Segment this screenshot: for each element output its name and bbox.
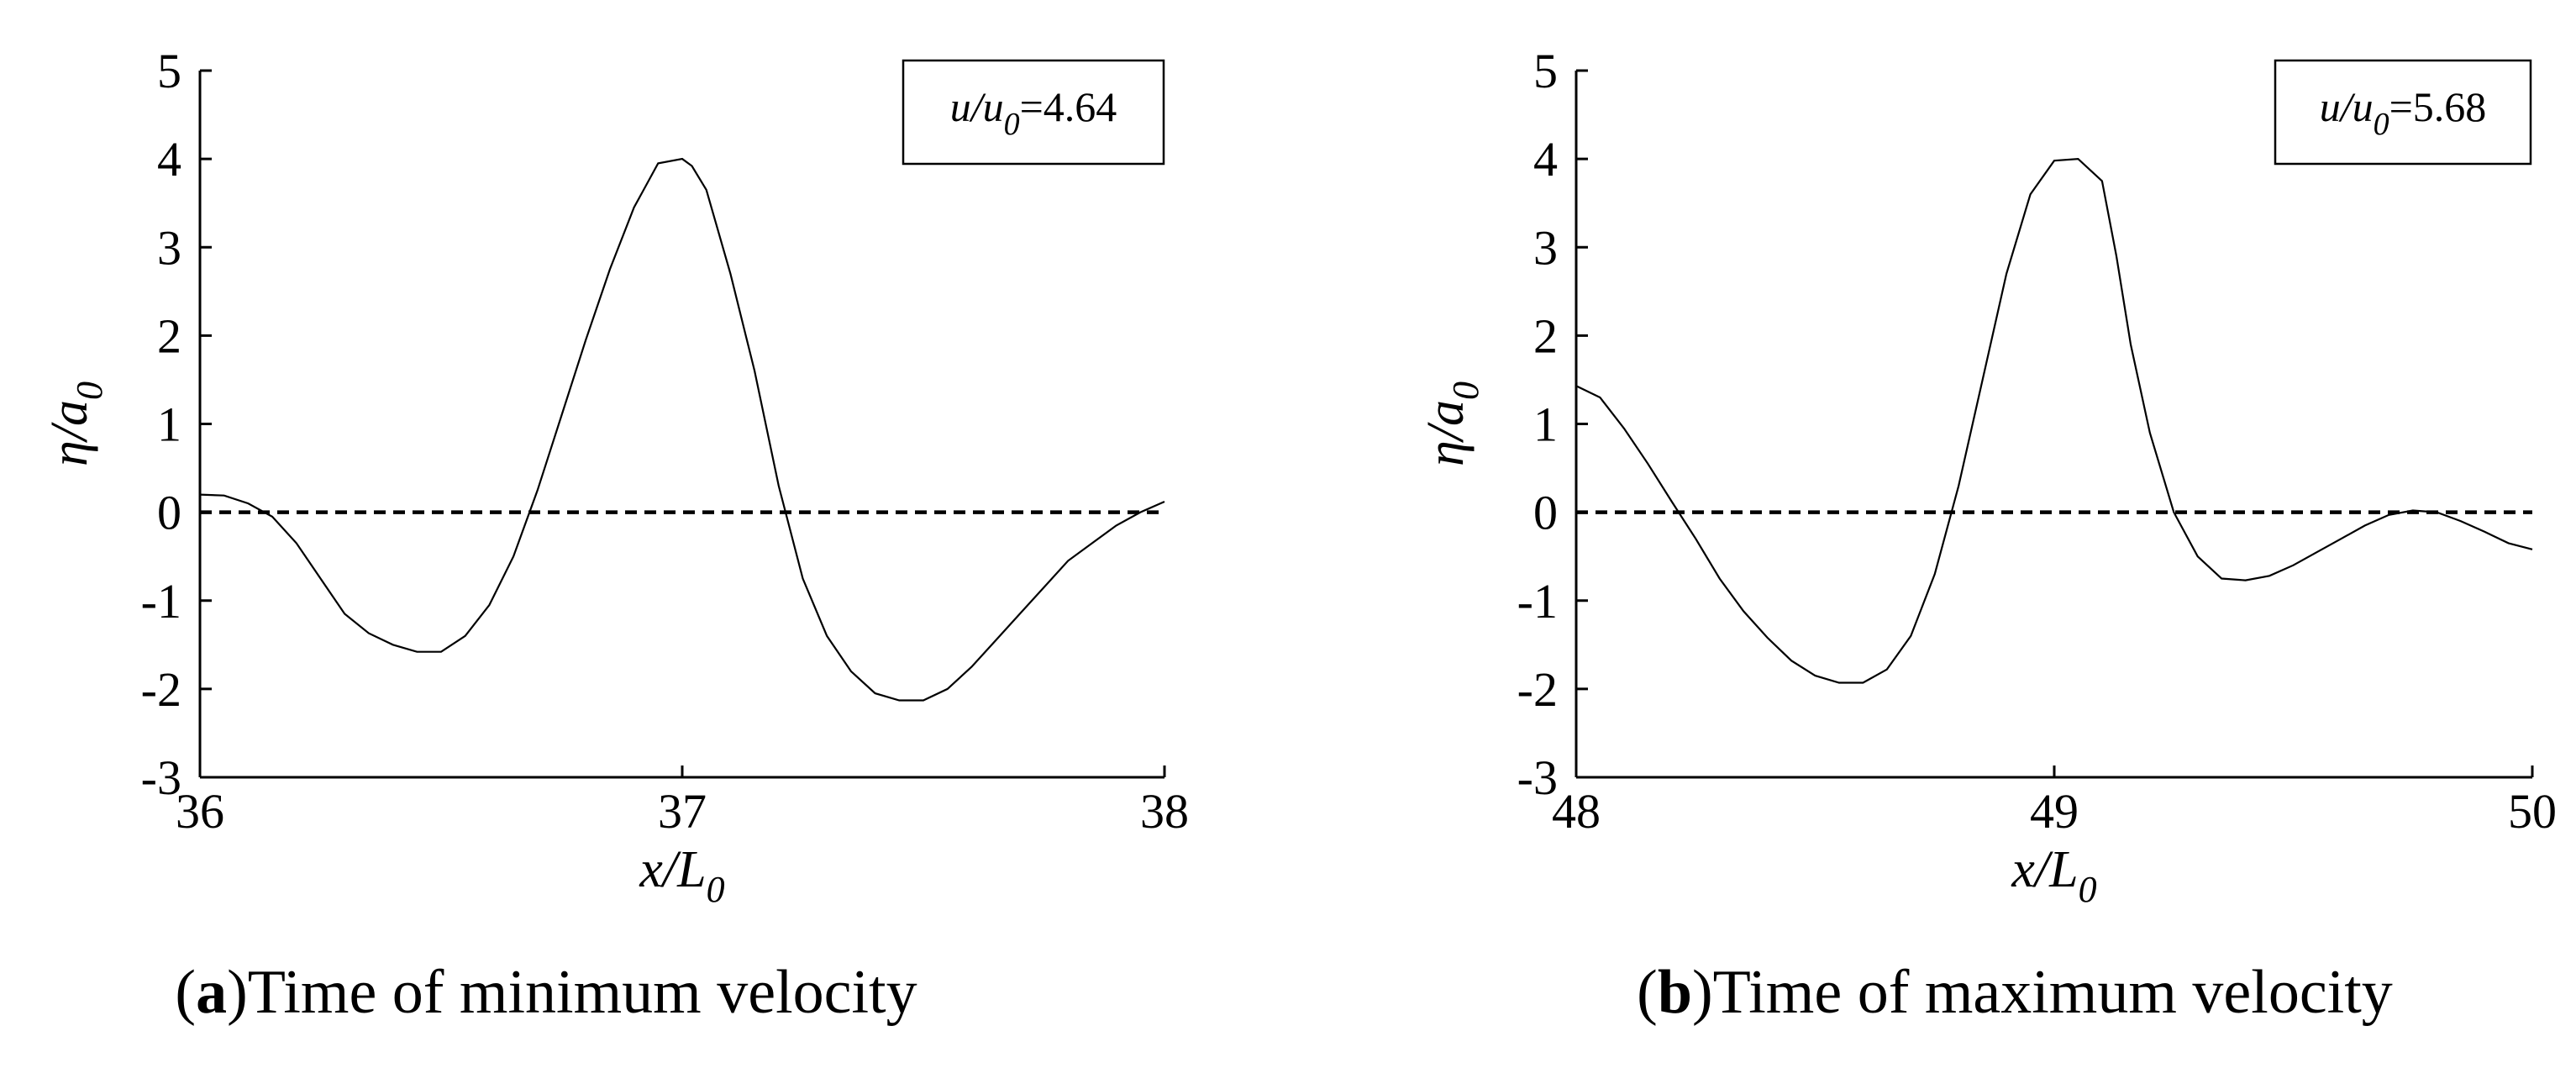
y-tick-label-b: 5	[1533, 44, 1558, 98]
x-tick-label-b: 48	[1552, 784, 1601, 839]
x-tick-label-a: 38	[1140, 784, 1189, 839]
y-tick-label-b: -1	[1517, 574, 1558, 629]
panel-a: (a)Time of minimum velocity -3 -2 -1 0 1 2 3 4 5…	[41, 44, 1189, 1027]
annotation-box-b	[2274, 59, 2532, 166]
annotation-box-a	[902, 59, 1165, 166]
x-tick-label-a: 36	[176, 784, 224, 839]
y-tick-label-b: 4	[1533, 132, 1558, 187]
y-tick-label-a: 0	[157, 486, 181, 540]
caption-b-text: Time of maximum velocity	[1713, 958, 2393, 1027]
caption-b-label: b	[1658, 958, 1692, 1027]
panel-b: (b)Time of maximum velocity -3 -2 -1 0 1 2 3 4 5…	[1417, 44, 2557, 1027]
y-axis-label-a: η/a0	[41, 381, 110, 466]
annotation-text-a: u/u0=4.64	[950, 83, 1117, 142]
y-axis-label-b: η/a0	[1417, 381, 1486, 466]
caption-a-label: a	[196, 958, 227, 1027]
y-tick-label-b: -3	[1517, 750, 1558, 805]
annotation-text-b: u/u0=5.68	[2320, 83, 2487, 142]
x-axis-label-b: x/L0	[2011, 841, 2096, 910]
y-tick-label-b: 0	[1533, 486, 1558, 540]
y-tick-label-b: 3	[1533, 220, 1558, 275]
y-tick-label-b: -2	[1517, 662, 1558, 717]
x-tick-label-a: 37	[658, 784, 707, 839]
caption-a: (a)Time of minimum velocity	[175, 958, 917, 1027]
x-axis-label-subscript-b: 0	[2079, 869, 2097, 910]
series-line-a	[199, 157, 1165, 702]
y-axis-label-subscript-a: 0	[69, 381, 110, 400]
y-tick-label-a: 2	[157, 308, 181, 363]
y-tick-label-a: -1	[141, 574, 181, 629]
y-tick-label-a: 3	[157, 220, 181, 275]
annotation-value-a: =4.64	[1020, 83, 1117, 130]
y-tick-label-a: 5	[157, 44, 181, 98]
annotation-variable-a: u/u	[950, 83, 1004, 130]
y-tick-label-b: 1	[1533, 397, 1558, 452]
y-tick-label-a: 4	[157, 132, 181, 187]
series-line-b	[1575, 157, 2533, 684]
annotation-subscript-a: 0	[1004, 107, 1020, 142]
y-tick-label-a: 1	[157, 397, 181, 452]
y-axis-label-subscript-b: 0	[1445, 381, 1486, 400]
x-axis-label-subscript-a: 0	[707, 869, 725, 910]
y-tick-label-a: -2	[141, 662, 181, 717]
caption-a-text: Time of minimum velocity	[248, 958, 917, 1027]
x-tick-label-b: 50	[2508, 784, 2557, 839]
caption-b: (b)Time of maximum velocity	[1637, 958, 2393, 1027]
x-axis-label-a: x/L0	[639, 841, 724, 910]
annotation-subscript-b: 0	[2374, 107, 2389, 142]
y-tick-label-b: 2	[1533, 308, 1558, 363]
annotation-variable-b: u/u	[2320, 83, 2374, 130]
x-tick-label-b: 49	[2030, 784, 2079, 839]
y-tick-label-a: -3	[141, 750, 181, 805]
annotation-value-b: =5.68	[2389, 83, 2487, 130]
